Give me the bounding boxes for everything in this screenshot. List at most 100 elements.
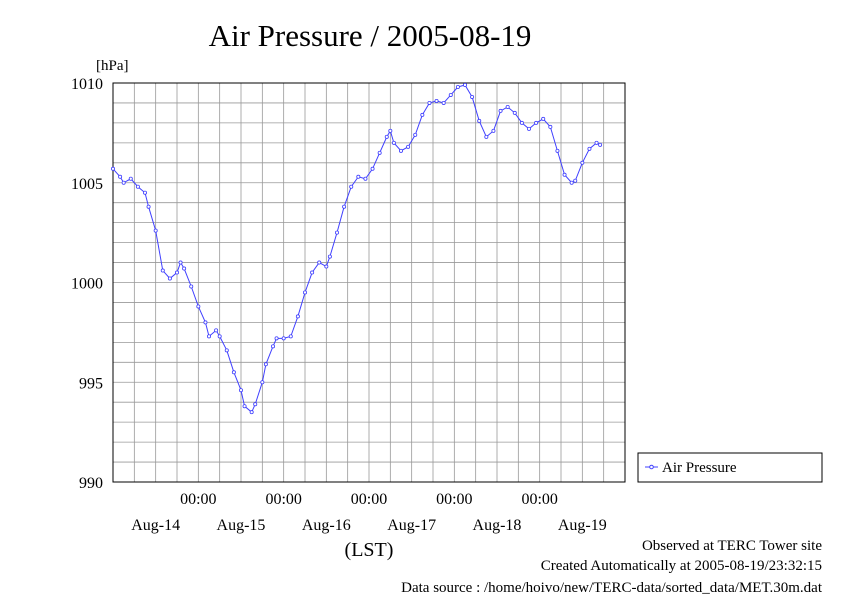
series-line xyxy=(112,84,601,413)
data-point xyxy=(505,104,510,109)
legend-box xyxy=(637,452,823,483)
data-point xyxy=(477,118,482,123)
data-point xyxy=(270,344,275,349)
legend: Air Pressure xyxy=(637,452,823,483)
data-point xyxy=(263,362,268,367)
data-point xyxy=(128,176,133,181)
data-point xyxy=(224,348,229,353)
data-point xyxy=(111,166,116,171)
data-point xyxy=(587,146,592,151)
y-axis: 990 995 1000 1005 1010 xyxy=(71,76,103,492)
data-point xyxy=(562,172,567,177)
data-point xyxy=(363,176,368,181)
data-point xyxy=(342,204,347,209)
data-point xyxy=(598,142,603,147)
data-point xyxy=(281,336,286,341)
data-point xyxy=(527,126,532,131)
data-point xyxy=(573,178,578,183)
data-point xyxy=(288,334,293,339)
data-point xyxy=(142,190,147,195)
x-axis-label: (LST) xyxy=(345,539,394,561)
data-point xyxy=(498,108,503,113)
x-tick-day-label: Aug-18 xyxy=(473,517,522,534)
data-point xyxy=(238,388,243,393)
data-point xyxy=(448,92,453,97)
data-point xyxy=(391,140,396,145)
legend-swatch-marker xyxy=(649,464,654,470)
data-point xyxy=(302,290,307,295)
data-point xyxy=(388,128,393,133)
data-point xyxy=(174,270,179,275)
data-point xyxy=(167,276,172,281)
data-point xyxy=(377,150,382,155)
x-tick-day-label: Aug-17 xyxy=(387,517,436,534)
data-point xyxy=(470,94,475,99)
data-point xyxy=(214,328,219,333)
y-tick-label: 995 xyxy=(79,375,103,392)
data-point xyxy=(534,120,539,125)
data-point xyxy=(594,140,599,145)
data-point xyxy=(160,268,165,273)
data-point xyxy=(548,124,553,129)
data-point xyxy=(274,336,279,341)
data-point xyxy=(491,128,496,133)
data-point xyxy=(295,314,300,319)
y-tick-label: 1000 xyxy=(71,276,103,293)
x-tick-day-label: Aug-16 xyxy=(302,517,351,534)
x-tick-day-label: Aug-14 xyxy=(131,517,180,534)
data-point xyxy=(555,148,560,153)
data-point xyxy=(420,112,425,117)
footer-created: Created Automatically at 2005-08-19/23:3… xyxy=(541,558,822,574)
data-point xyxy=(153,228,158,233)
data-point xyxy=(356,174,361,179)
data-point xyxy=(203,320,208,325)
data-point xyxy=(206,334,211,339)
data-point xyxy=(441,100,446,105)
x-tick-day-label: Aug-15 xyxy=(217,517,266,534)
data-point xyxy=(327,254,332,259)
chart-title: Air Pressure / 2005-08-19 xyxy=(209,18,532,53)
grid xyxy=(113,83,625,482)
data-point xyxy=(146,204,151,209)
data-point xyxy=(242,404,247,409)
y-tick-label: 1010 xyxy=(71,76,103,93)
data-point xyxy=(217,334,222,339)
data-point xyxy=(541,116,546,121)
data-point xyxy=(484,134,489,139)
footer-site: Observed at TERC Tower site xyxy=(642,538,822,554)
series-layer xyxy=(111,83,603,415)
data-point xyxy=(121,180,126,185)
data-point xyxy=(135,184,140,189)
data-point xyxy=(512,110,517,115)
data-point xyxy=(455,84,460,89)
data-point xyxy=(349,184,354,189)
data-point xyxy=(324,264,329,269)
data-point xyxy=(413,132,418,137)
data-point xyxy=(249,410,254,415)
y-tick-label: 1005 xyxy=(71,176,103,193)
data-point xyxy=(231,370,236,375)
data-point xyxy=(260,380,265,385)
data-point xyxy=(370,166,375,171)
data-point xyxy=(427,100,432,105)
data-point xyxy=(189,284,194,289)
data-point xyxy=(196,304,201,309)
x-tick-time-label: 00:00 xyxy=(436,491,472,508)
data-point xyxy=(519,120,524,125)
data-point xyxy=(178,260,183,265)
data-point xyxy=(253,402,258,407)
data-point xyxy=(569,180,574,185)
x-tick-day-label: Aug-19 xyxy=(558,517,607,534)
data-point xyxy=(182,266,187,271)
y-tick-label: 990 xyxy=(79,475,103,492)
footer-source: Data source : /home/hoivo/new/TERC-data/… xyxy=(401,580,823,595)
data-point xyxy=(118,174,123,179)
data-point xyxy=(462,83,467,88)
data-point xyxy=(434,98,439,103)
plot-area-frame xyxy=(112,82,626,483)
data-point xyxy=(406,144,411,149)
x-tick-time-label: 00:00 xyxy=(180,491,216,508)
x-tick-time-label: 00:00 xyxy=(351,491,387,508)
